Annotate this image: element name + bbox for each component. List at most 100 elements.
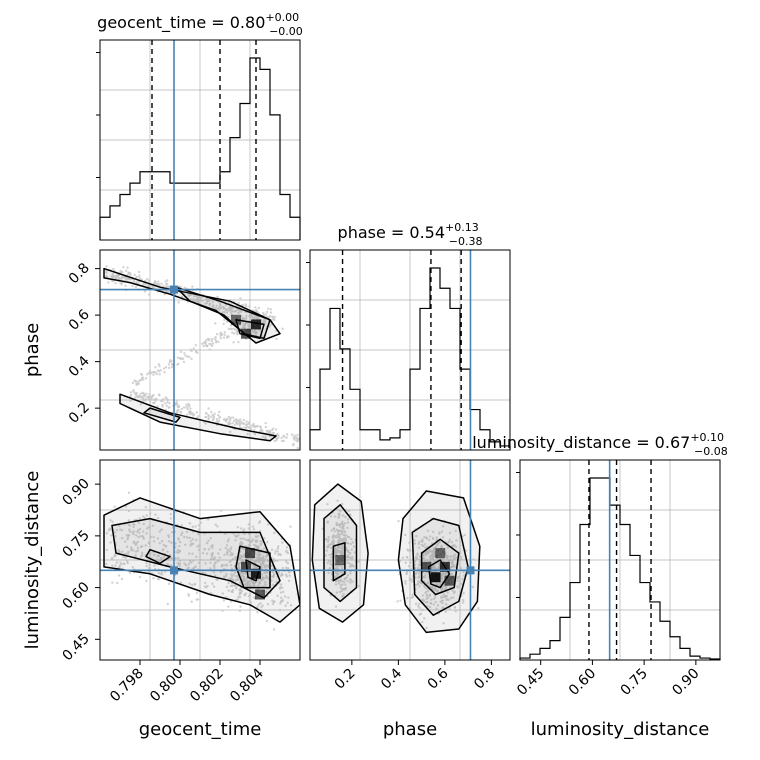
sample-point bbox=[340, 529, 343, 533]
sample-point bbox=[418, 560, 422, 564]
sample-point bbox=[440, 599, 444, 603]
sample-point bbox=[204, 339, 208, 342]
sample-point bbox=[122, 265, 125, 269]
sample-point bbox=[413, 539, 416, 542]
sample-point bbox=[279, 591, 283, 594]
sample-point bbox=[249, 601, 253, 604]
sample-point bbox=[229, 600, 233, 603]
sample-point bbox=[341, 583, 344, 586]
sample-point bbox=[218, 419, 221, 422]
panel-frame bbox=[99, 39, 301, 241]
sample-point bbox=[109, 519, 112, 522]
sample-point bbox=[142, 378, 145, 381]
sample-point bbox=[119, 561, 122, 565]
sample-point bbox=[114, 281, 117, 285]
sample-point bbox=[122, 555, 125, 559]
sample-point bbox=[183, 352, 186, 355]
sample-point bbox=[205, 552, 209, 555]
sample-point bbox=[158, 530, 161, 533]
sample-point bbox=[341, 514, 345, 517]
sample-point bbox=[231, 331, 234, 334]
sample-point bbox=[336, 531, 340, 534]
sample-point bbox=[296, 440, 299, 443]
sample-point bbox=[335, 591, 339, 594]
sample-point bbox=[219, 332, 222, 336]
sample-point bbox=[436, 543, 439, 547]
sample-point bbox=[111, 520, 114, 524]
sample-point bbox=[418, 585, 421, 588]
sample-point bbox=[197, 561, 201, 565]
sample-point bbox=[247, 421, 250, 424]
density-cell bbox=[245, 548, 255, 559]
sample-point bbox=[337, 579, 340, 582]
sample-point bbox=[138, 517, 142, 520]
sample-point bbox=[135, 534, 138, 537]
sample-point bbox=[243, 579, 247, 583]
sample-point bbox=[204, 341, 208, 344]
sample-point bbox=[293, 438, 296, 441]
sample-point bbox=[182, 406, 186, 409]
x-tick-label: 0.4 bbox=[378, 665, 405, 692]
sample-point bbox=[210, 415, 213, 419]
sample-point bbox=[266, 540, 269, 544]
sample-point bbox=[442, 584, 446, 588]
sample-point bbox=[418, 606, 421, 609]
sample-point bbox=[276, 594, 279, 598]
sample-point bbox=[247, 532, 251, 536]
sample-point bbox=[452, 557, 456, 560]
sample-point bbox=[219, 548, 222, 551]
sample-point bbox=[247, 523, 250, 526]
title-sub: −0.00 bbox=[269, 25, 303, 38]
sample-point bbox=[113, 555, 116, 558]
sample-point bbox=[266, 603, 270, 606]
sample-point bbox=[261, 604, 264, 607]
sample-point bbox=[332, 543, 336, 546]
sample-point bbox=[158, 373, 161, 376]
sample-point bbox=[244, 303, 247, 306]
sample-point bbox=[105, 271, 108, 274]
sample-point bbox=[258, 556, 261, 560]
sample-point bbox=[239, 537, 242, 540]
sample-point bbox=[204, 586, 208, 589]
sample-point bbox=[243, 326, 246, 329]
sample-point bbox=[138, 395, 142, 398]
sample-point bbox=[405, 572, 408, 575]
sample-point bbox=[455, 539, 458, 542]
sample-point bbox=[120, 283, 123, 286]
sample-point bbox=[253, 432, 257, 436]
sample-point bbox=[289, 525, 292, 528]
sample-point bbox=[341, 502, 344, 506]
sample-point bbox=[170, 365, 174, 369]
sample-point bbox=[242, 422, 245, 425]
sample-point bbox=[265, 555, 268, 558]
sample-point bbox=[195, 591, 199, 595]
sample-point bbox=[222, 564, 226, 567]
sample-point bbox=[429, 602, 433, 605]
sample-point bbox=[232, 419, 236, 423]
sample-point bbox=[349, 542, 353, 546]
sample-point bbox=[248, 599, 251, 602]
sample-point bbox=[259, 602, 262, 605]
sample-point bbox=[424, 553, 428, 557]
sample-point bbox=[411, 593, 414, 596]
sample-point bbox=[145, 564, 148, 568]
sample-point bbox=[150, 397, 153, 400]
x-axis-label: luminosity_distance bbox=[531, 719, 710, 740]
density-cell bbox=[335, 555, 346, 565]
sample-point bbox=[111, 272, 114, 276]
title-sub: −0.08 bbox=[694, 445, 728, 458]
sample-point bbox=[330, 563, 334, 567]
sample-point bbox=[138, 274, 141, 278]
sample-point bbox=[336, 535, 340, 538]
sample-point bbox=[277, 436, 280, 440]
panel-frame bbox=[99, 249, 301, 451]
sample-point bbox=[177, 556, 180, 560]
sample-point bbox=[445, 595, 448, 598]
sample-point bbox=[201, 552, 205, 555]
sample-point bbox=[258, 582, 262, 585]
sample-point bbox=[148, 369, 152, 373]
sample-point bbox=[329, 515, 333, 518]
sample-point bbox=[134, 379, 138, 383]
sample-point bbox=[434, 545, 438, 549]
panel-content bbox=[311, 483, 481, 634]
